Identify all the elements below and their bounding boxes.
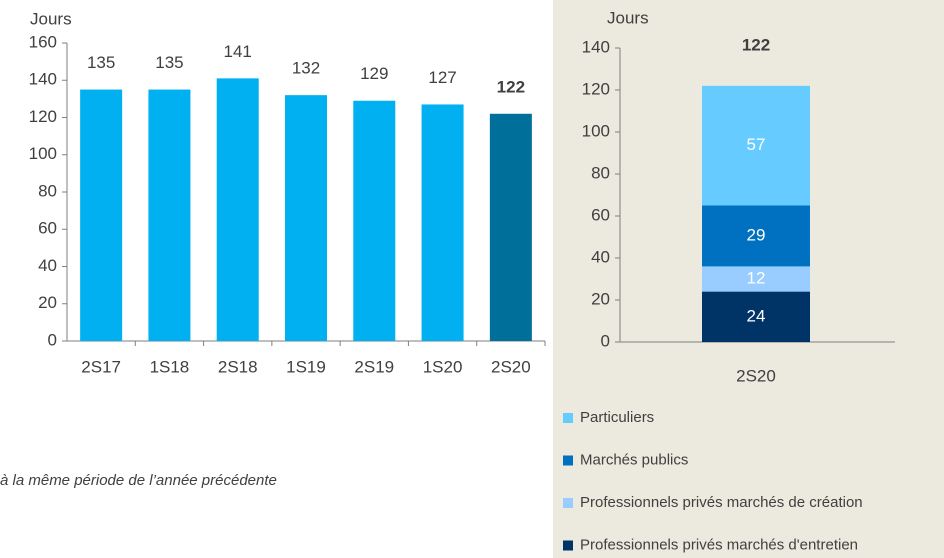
segment-label: 57 <box>747 135 766 154</box>
y-axis-title: Jours <box>30 9 72 28</box>
note: à la même période de l’année précédente <box>0 472 277 489</box>
legend-swatch <box>563 540 573 551</box>
bar <box>80 89 123 341</box>
x-tick-label: 2S18 <box>218 357 258 376</box>
y-axis-title: Jours <box>607 8 649 27</box>
y-tick-label: 60 <box>591 205 610 224</box>
bar-segment <box>702 205 810 267</box>
bar <box>285 95 327 342</box>
bar <box>148 89 191 341</box>
segment-label: 24 <box>747 306 766 325</box>
y-tick-label: 100 <box>582 121 610 140</box>
y-tick-label: 40 <box>38 256 57 275</box>
y-tick-label: 20 <box>591 289 610 308</box>
y-tick-label: 120 <box>582 79 610 98</box>
segment-label: 29 <box>747 225 766 244</box>
x-tick-label: 1S19 <box>286 357 326 376</box>
legend-label: Marchés publics <box>580 451 688 468</box>
legend-label: Professionnels privés marchés d'entretie… <box>580 536 858 553</box>
y-tick-label: 0 <box>48 330 57 349</box>
y-tick-label: 80 <box>591 163 610 182</box>
y-tick-label: 20 <box>38 293 57 312</box>
bar <box>421 104 464 342</box>
y-tick-label: 40 <box>591 247 610 266</box>
value-label: 132 <box>292 59 320 78</box>
legend-swatch <box>563 498 573 508</box>
y-tick-label: 100 <box>29 144 57 163</box>
x-tick-label: 2S20 <box>736 366 776 385</box>
value-label: 129 <box>360 64 388 83</box>
bar <box>353 100 396 341</box>
bar-segment <box>702 266 810 292</box>
total-label: 122 <box>742 35 770 54</box>
x-tick-label: 2S17 <box>81 357 121 376</box>
value-label: 122 <box>497 77 525 96</box>
value-label: 135 <box>87 53 115 72</box>
x-tick-label: 1S20 <box>423 357 463 376</box>
legend-swatch <box>563 413 573 423</box>
segment-label: 12 <box>747 268 766 287</box>
y-tick-label: 140 <box>582 37 610 56</box>
x-tick-label: 1S18 <box>150 357 190 376</box>
bar <box>489 113 532 342</box>
legend-label: Professionnels privés marchés de créatio… <box>580 494 863 511</box>
y-tick-label: 120 <box>29 107 57 126</box>
x-tick-label: 2S20 <box>491 357 531 376</box>
bar-segment <box>702 291 810 342</box>
value-label: 141 <box>224 42 252 61</box>
y-tick-label: 140 <box>29 70 57 89</box>
y-tick-label: 80 <box>38 181 57 200</box>
value-label: 135 <box>155 53 183 72</box>
value-label: 127 <box>428 68 456 87</box>
y-tick-label: 160 <box>29 32 57 51</box>
legend-label: Particuliers <box>580 409 654 426</box>
x-tick-label: 2S19 <box>354 357 394 376</box>
bar-segment <box>702 85 810 206</box>
bar <box>216 78 259 341</box>
y-tick-label: 60 <box>38 219 57 238</box>
y-tick-label: 0 <box>601 331 610 350</box>
legend-swatch <box>563 455 573 466</box>
